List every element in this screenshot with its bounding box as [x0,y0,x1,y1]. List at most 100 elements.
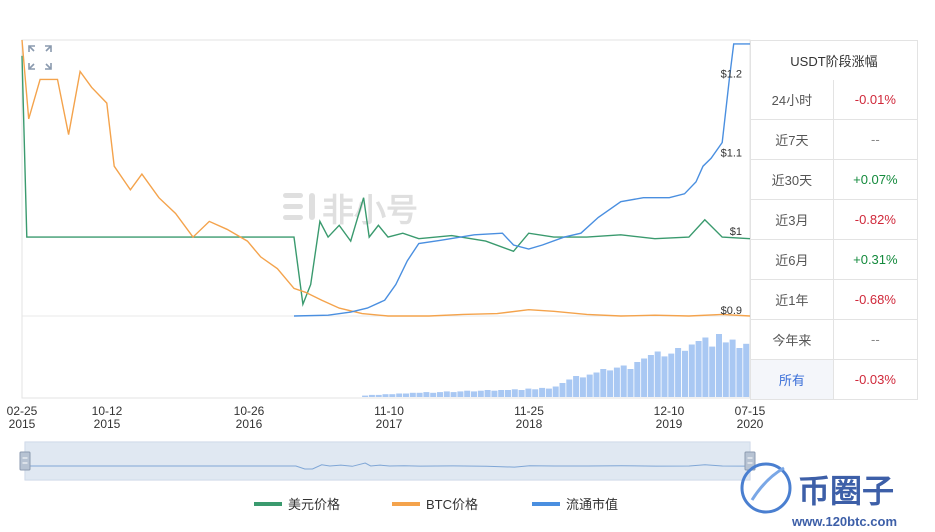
volume-bar [566,379,573,397]
volume-bar [552,386,559,397]
volume-bar [375,394,382,397]
volume-bar [532,389,539,397]
period-value: -- [833,319,918,360]
legend-item-usd-price[interactable]: 美元价格 [254,497,340,512]
y-label: $1.2 [721,68,742,80]
table-row[interactable]: 所有 -0.03% [750,359,918,400]
period-label[interactable]: 近30天 [750,159,834,200]
btc-price-line [21,39,751,317]
table-row[interactable]: 近1年 -0.68% [750,279,918,320]
table-row[interactable]: 今年来 -- [750,319,918,360]
zoom-handle-right[interactable] [744,451,756,471]
table-row[interactable]: 近30天 +0.07% [750,159,918,200]
volume-bars [362,334,750,397]
brand-circle-icon [740,462,792,514]
brand-url: www.120btc.com [791,514,897,529]
volume-bar [736,348,743,397]
legend-label: BTC价格 [426,497,478,512]
volume-bar [654,351,661,397]
chart-frame [21,39,751,399]
volume-bar [729,339,736,397]
series-lines [21,39,751,317]
period-value: +0.07% [833,159,918,200]
x-tick-year: 2018 [516,417,543,431]
table-row[interactable]: 近7天 -- [750,119,918,160]
volume-bar [702,337,709,397]
volume-bar [450,392,457,397]
zoom-preview-line [24,462,751,470]
x-tick-year: 2015 [9,417,36,431]
volume-bar [471,391,477,397]
volume-bar [668,353,675,397]
x-tick-date: 11-25 [514,404,544,418]
volume-bar [675,348,682,397]
x-tick-date: 07-15 [735,404,766,418]
volume-bar [647,355,654,397]
volume-bar [491,390,498,397]
period-value: -0.68% [833,279,918,320]
volume-bar [661,356,668,397]
volume-bar [573,376,580,397]
x-tick-year: 2020 [737,417,764,431]
volume-bar [511,389,518,397]
period-value: -0.03% [854,372,896,387]
volume-bar [423,392,430,397]
period-label[interactable]: 近6月 [750,239,834,280]
x-tick-date: 12-10 [654,404,685,418]
volume-bar [505,390,511,397]
volume-bar [409,392,416,397]
volume-bar [403,393,409,397]
volume-bar [518,390,525,397]
volume-bar [477,390,484,397]
y-label: $1 [730,226,742,238]
period-label[interactable]: 近7天 [750,119,834,160]
watermark-text: 非小号 [322,192,418,228]
volume-bar [443,391,450,397]
zoom-selection[interactable] [25,442,750,480]
x-tick-year: 2017 [376,417,403,431]
period-label[interactable]: 今年来 [750,319,834,360]
y-labels: $1.2 $1.1 $1 $0.9 [721,68,742,317]
volume-bar [634,362,641,397]
period-label[interactable]: 近1年 [750,279,834,320]
expand-icon[interactable] [28,45,52,70]
period-change-table: USDT阶段涨幅 24小时 -0.01% 近7天 -- 近30天 +0.07% 近3月 -0.… [750,40,918,400]
volume-bar [709,346,716,397]
watermark: 非小号 [283,192,418,228]
x-tick-date: 11-10 [374,404,404,418]
zoom-slider[interactable] [19,441,756,481]
table-title: USDT阶段涨幅 [790,54,878,69]
market-cap-line [293,43,750,317]
volume-bar [722,342,729,397]
period-value: +0.31% [833,239,918,280]
period-value: -- [833,119,918,160]
x-ticks: 02-25201510-12201510-26201611-10201711-2… [7,404,766,431]
volume-bar [437,392,443,397]
x-tick-year: 2015 [94,417,121,431]
x-tick-year: 2019 [656,417,683,431]
volume-bar [627,369,634,397]
volume-bar [586,374,593,397]
y-label: $0.9 [721,305,742,317]
x-tick-date: 10-12 [92,404,123,418]
period-label[interactable]: 24小时 [750,80,834,120]
legend-item-market-cap[interactable]: 流通市值 [532,497,618,512]
usd-price-line [21,55,751,307]
table-row[interactable]: 24小时 -0.01% [750,80,918,120]
volume-bar [743,343,750,397]
legend-item-btc-price[interactable]: BTC价格 [392,497,478,512]
volume-bar [525,388,532,397]
zoom-handle-left[interactable] [19,451,31,471]
table-row[interactable]: 近6月 +0.31% [750,239,918,280]
volume-bar [545,388,552,397]
volume-bar [362,395,369,397]
period-label[interactable]: 近3月 [750,199,834,240]
volume-bar [641,358,648,397]
legend-label: 美元价格 [288,497,340,512]
table-row[interactable]: 近3月 -0.82% [750,199,918,240]
volume-bar [607,370,614,397]
volume-bar [695,341,702,397]
volume-bar [593,372,600,397]
period-label[interactable]: 所有 [750,359,834,400]
